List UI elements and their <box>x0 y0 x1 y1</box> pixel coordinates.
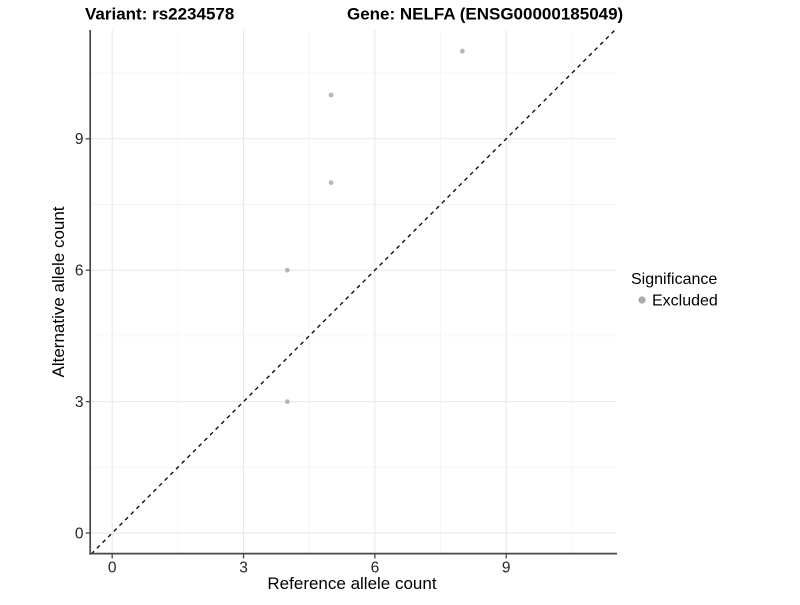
x-tick-label: 9 <box>502 560 511 577</box>
x-tick-label: 3 <box>239 560 248 577</box>
y-axis-title: Alternative allele count <box>49 206 68 377</box>
points-layer <box>284 48 465 404</box>
data-point <box>460 48 465 54</box>
x-axis-title: Reference allele count <box>267 574 436 593</box>
data-point <box>328 180 334 186</box>
y-tick-label: 3 <box>75 394 84 411</box>
legend-entry-label: Excluded <box>652 293 718 310</box>
plot-title-variant: Variant: rs2234578 <box>85 5 234 24</box>
plot-title-gene: Gene: NELFA (ENSG00000185049) <box>347 5 623 24</box>
y-tick-label: 6 <box>75 263 84 280</box>
tick-labels-layer: 0 3 6 9 0 3 6 9 <box>75 131 511 576</box>
legend-title: Significance <box>631 271 717 288</box>
legend-key-dot <box>638 296 646 304</box>
data-point <box>284 399 290 404</box>
identity-dashed-line <box>90 29 616 555</box>
legend: Significance Excluded <box>631 271 718 310</box>
data-point <box>284 267 290 273</box>
gridlines-layer <box>90 30 617 554</box>
axes-layer <box>85 30 617 559</box>
x-tick-label: 0 <box>108 560 117 577</box>
y-tick-label: 9 <box>75 131 84 148</box>
identity-line-layer <box>90 29 616 555</box>
data-point <box>328 92 334 98</box>
x-tick-label: 6 <box>371 560 380 577</box>
y-tick-label: 0 <box>75 525 84 542</box>
